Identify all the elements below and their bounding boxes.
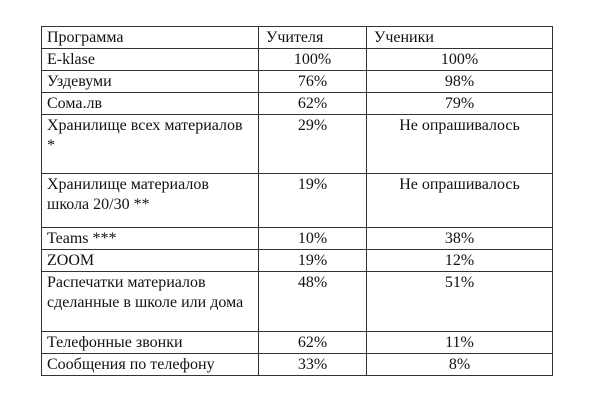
table-row: Хранилище материалов школа 20/30 ** 19% … xyxy=(41,173,553,228)
cell-students: 11% xyxy=(366,331,553,354)
table-row: Teams *** 10% 38% xyxy=(41,227,553,250)
table-row: ZOOM 19% 12% xyxy=(41,249,553,272)
table-row: Сообщения по телефону 33% 8% xyxy=(41,353,553,376)
cell-program: Уздевуми xyxy=(41,70,259,93)
table-row: Хранилище всех материалов * 29% Не опраш… xyxy=(41,114,553,174)
cell-teachers: 62% xyxy=(258,92,367,115)
table-header-row: Программа Учителя Ученики xyxy=(41,26,553,49)
cell-teachers: 29% xyxy=(258,114,367,174)
cell-teachers: 48% xyxy=(258,271,367,332)
cell-students: 79% xyxy=(366,92,553,115)
table-row: Сома.лв 62% 79% xyxy=(41,92,553,115)
cell-teachers: 10% xyxy=(258,227,367,250)
cell-teachers: 19% xyxy=(258,173,367,228)
cell-teachers: 62% xyxy=(258,331,367,354)
cell-program: Телефонные звонки xyxy=(41,331,259,354)
cell-program: Хранилище материалов школа 20/30 ** xyxy=(41,173,259,228)
table-row: Уздевуми 76% 98% xyxy=(41,70,553,93)
survey-table-container: Программа Учителя Ученики E-klase 100% 1… xyxy=(41,26,553,376)
header-teachers: Учителя xyxy=(258,26,367,49)
cell-program: Распечатки материалов сделанные в школе … xyxy=(41,271,259,332)
cell-teachers: 19% xyxy=(258,249,367,272)
cell-students: 38% xyxy=(366,227,553,250)
cell-students: 98% xyxy=(366,70,553,93)
cell-program: Сообщения по телефону xyxy=(41,353,259,376)
cell-program: Teams *** xyxy=(41,227,259,250)
cell-students: 12% xyxy=(366,249,553,272)
cell-program: E-klase xyxy=(41,48,259,71)
cell-program: Сома.лв xyxy=(41,92,259,115)
cell-teachers: 100% xyxy=(258,48,367,71)
table-row: Телефонные звонки 62% 11% xyxy=(41,331,553,354)
cell-students: 51% xyxy=(366,271,553,332)
cell-teachers: 76% xyxy=(258,70,367,93)
survey-table: Программа Учителя Ученики E-klase 100% 1… xyxy=(41,26,553,376)
cell-program: Хранилище всех материалов * xyxy=(41,114,259,174)
header-students: Ученики xyxy=(366,26,553,49)
cell-program: ZOOM xyxy=(41,249,259,272)
table-row: Распечатки материалов сделанные в школе … xyxy=(41,271,553,332)
cell-students: Не опрашивалось xyxy=(366,173,553,228)
cell-students: 8% xyxy=(366,353,553,376)
cell-students: Не опрашивалось xyxy=(366,114,553,174)
table-row: E-klase 100% 100% xyxy=(41,48,553,71)
header-program: Программа xyxy=(41,26,259,49)
cell-students: 100% xyxy=(366,48,553,71)
cell-teachers: 33% xyxy=(258,353,367,376)
